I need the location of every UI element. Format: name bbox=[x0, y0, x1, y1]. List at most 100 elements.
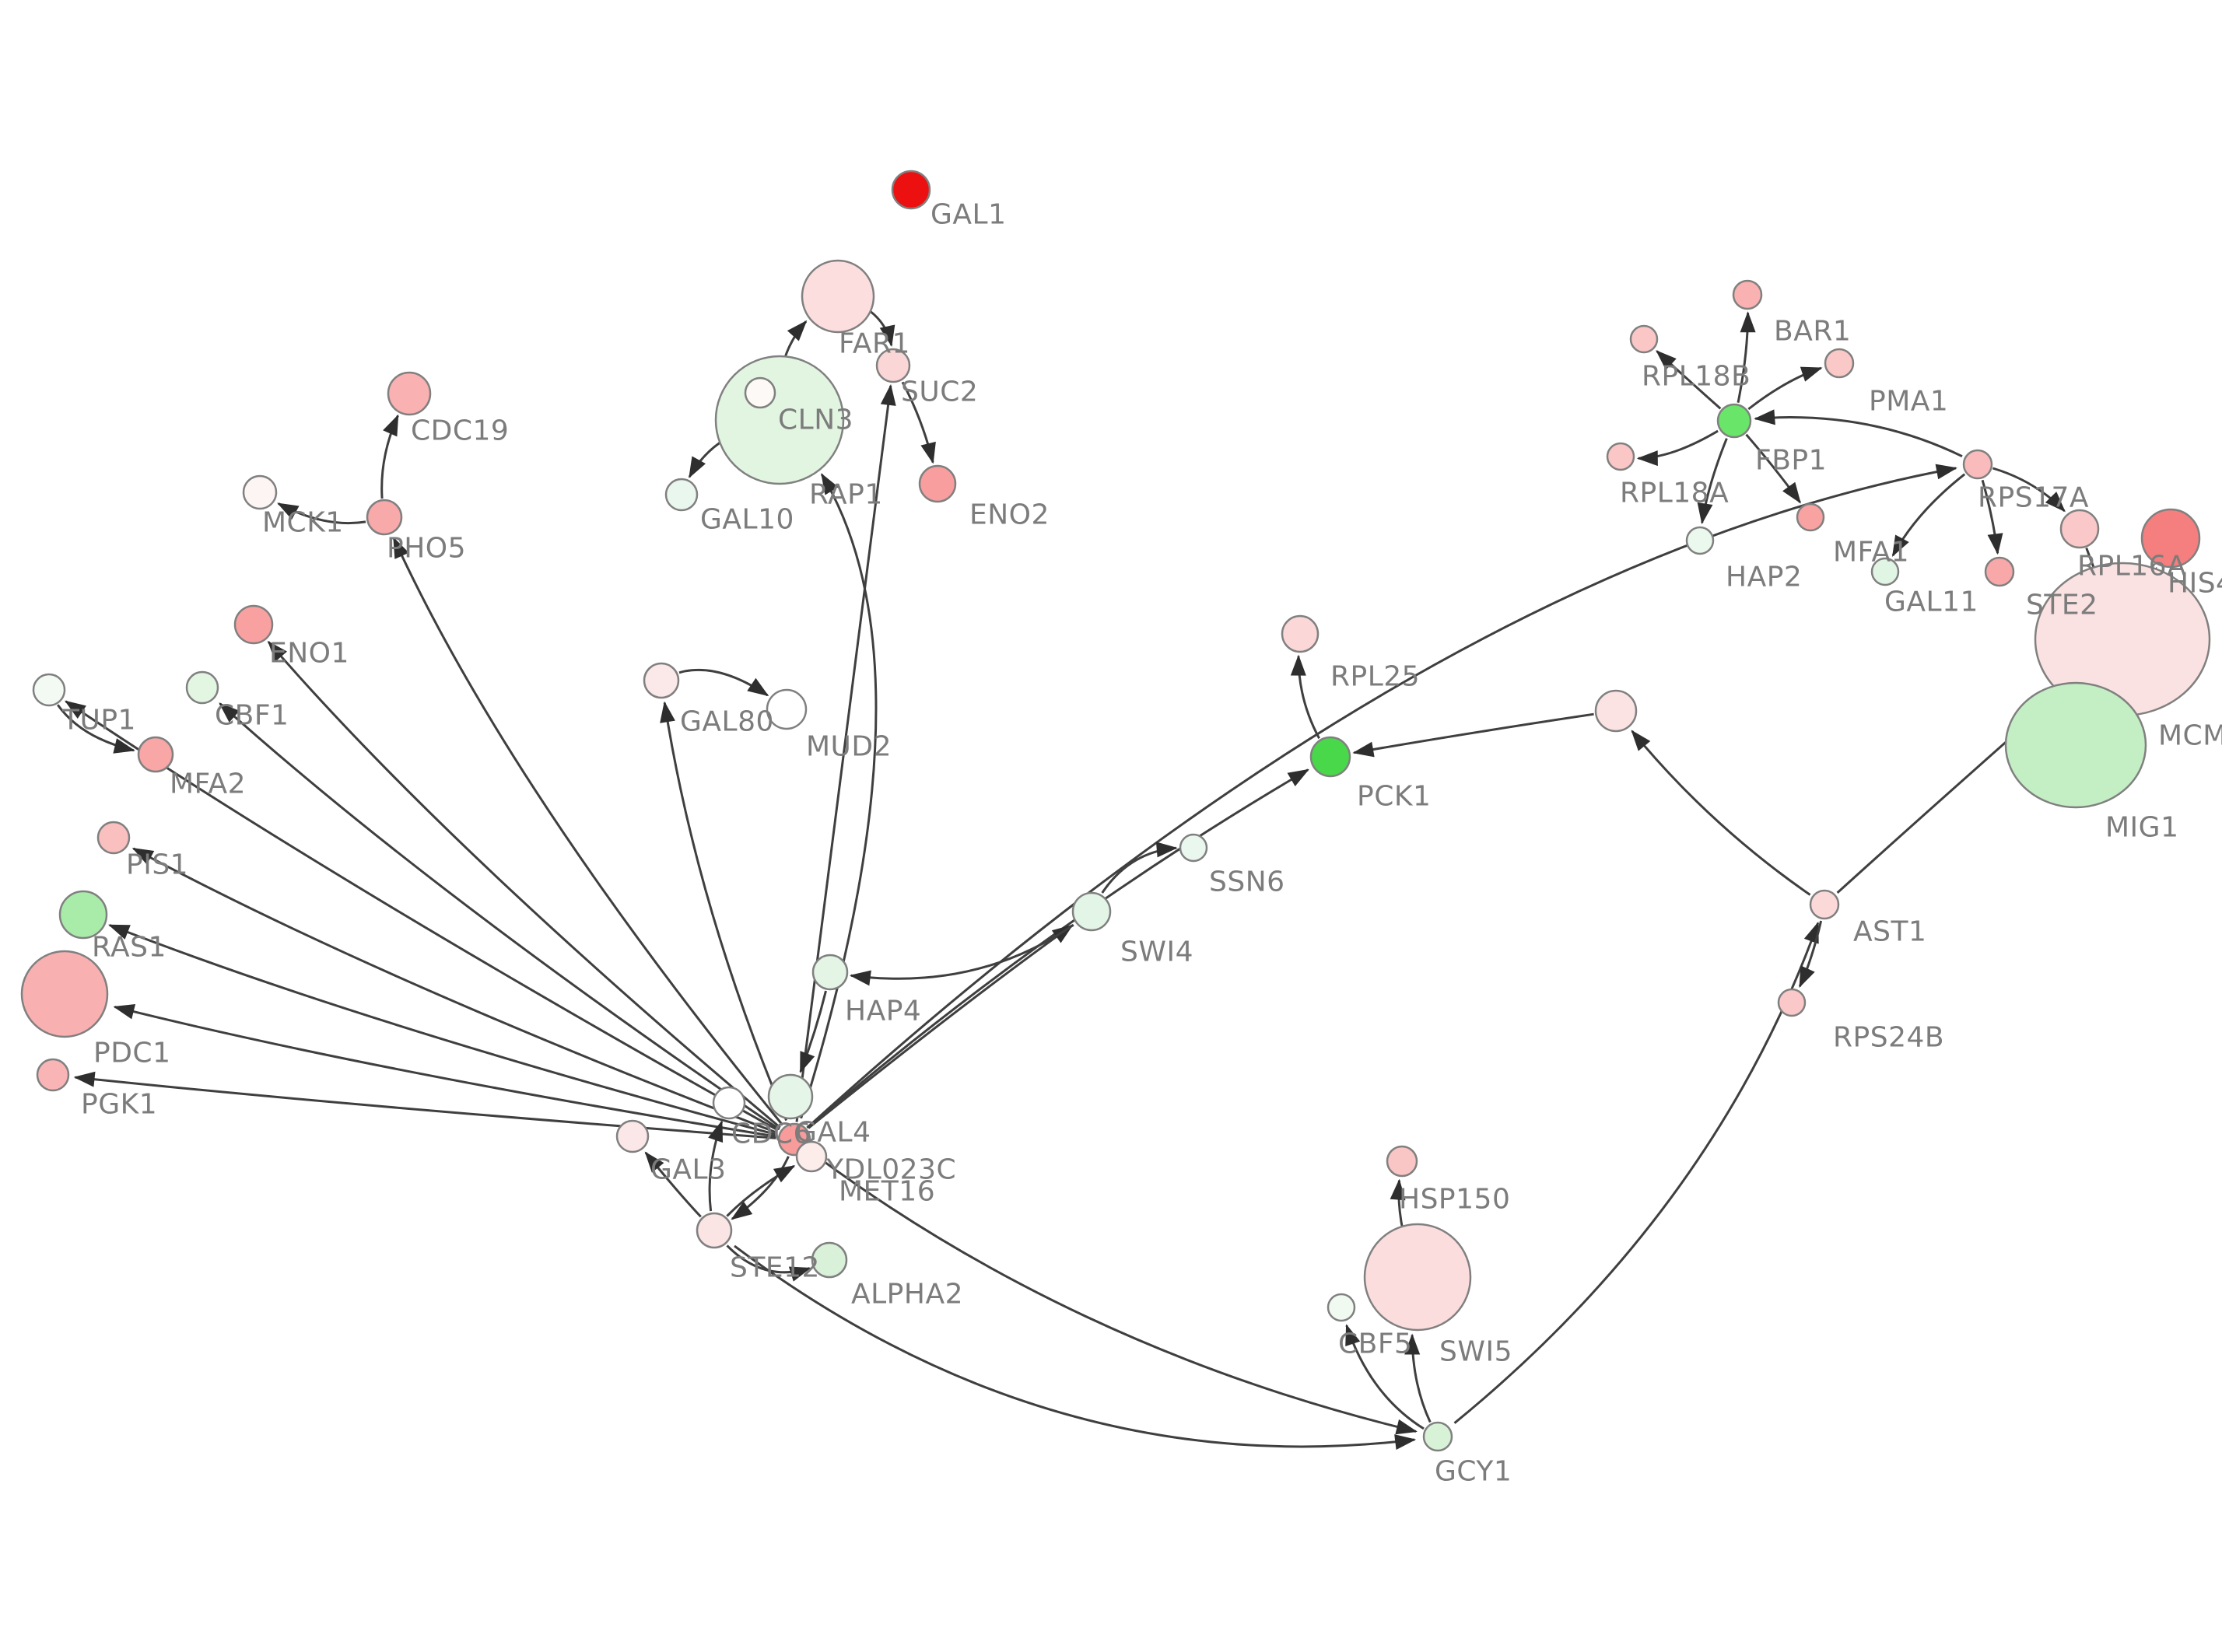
edge-swi4-hap4[interactable] bbox=[849, 923, 1074, 986]
node-cln3[interactable] bbox=[744, 376, 776, 409]
edge-fbp1-hap2[interactable] bbox=[1697, 438, 1728, 525]
node-pdc1[interactable] bbox=[20, 950, 109, 1038]
edge-ydl023c-pis1[interactable] bbox=[131, 847, 778, 1134]
edge-tup1-mfa2[interactable] bbox=[56, 704, 135, 754]
node-label-pho5: PHO5 bbox=[387, 533, 466, 565]
edge-gal80-mud2[interactable] bbox=[678, 668, 769, 697]
node-label-mig1: MIG1 bbox=[2105, 812, 2178, 844]
node-rps17a[interactable] bbox=[1962, 449, 1993, 480]
node-cdc6[interactable] bbox=[712, 1086, 746, 1120]
node-far1[interactable] bbox=[801, 259, 875, 334]
edge-rps17a-ste2[interactable] bbox=[1981, 479, 2003, 555]
node-mck1[interactable] bbox=[242, 474, 278, 510]
node-bar1[interactable] bbox=[1732, 279, 1763, 310]
node-eno2[interactable] bbox=[918, 464, 957, 503]
node-hap2[interactable] bbox=[1685, 526, 1715, 555]
node-ast1[interactable] bbox=[1809, 889, 1840, 920]
node-n33-unlabeled[interactable] bbox=[1594, 689, 1638, 733]
edge-ydl023c-gal80[interactable] bbox=[660, 701, 788, 1122]
edge-swi4-ssn6[interactable] bbox=[1101, 842, 1178, 894]
node-rpl18a[interactable] bbox=[1606, 442, 1635, 471]
edge-ydl023c-rps17a[interactable] bbox=[806, 464, 1957, 1129]
edge-pck1-rpl25[interactable] bbox=[1290, 654, 1320, 740]
node-eno1[interactable] bbox=[233, 604, 274, 645]
node-gal4[interactable] bbox=[767, 1073, 814, 1120]
edge-ydl023c-tup1[interactable] bbox=[64, 700, 776, 1130]
edge-rps17a-rpl16a[interactable] bbox=[1992, 467, 2066, 513]
edge-ydl023c-cbf1[interactable] bbox=[219, 702, 780, 1131]
edge-ydl023c-gcy1[interactable] bbox=[810, 1151, 1418, 1435]
edge-ydl023c-ras1[interactable] bbox=[108, 924, 777, 1136]
node-gcy1[interactable] bbox=[1422, 1421, 1453, 1452]
edge-gcy1-swi5[interactable] bbox=[1404, 1333, 1432, 1423]
edge-ast1-rps24b[interactable] bbox=[1798, 920, 1823, 989]
edge-hap4-gal4[interactable] bbox=[799, 990, 827, 1073]
edge-ydl023c-swi4[interactable] bbox=[808, 924, 1074, 1129]
edge-rps17a-fbp1[interactable] bbox=[1754, 409, 1963, 458]
node-label-pma1: PMA1 bbox=[1869, 386, 1948, 418]
node-hap4[interactable] bbox=[811, 954, 849, 991]
edge-fbp1-mfa1[interactable] bbox=[1745, 433, 1801, 504]
node-his4[interactable] bbox=[2140, 508, 2201, 569]
edge-pho5-mck1[interactable] bbox=[277, 502, 366, 525]
node-gal1[interactable] bbox=[891, 170, 931, 210]
edge-suc2-eno2[interactable] bbox=[901, 381, 936, 464]
node-met16[interactable] bbox=[795, 1140, 828, 1173]
edge-ydl023c-suc2[interactable] bbox=[795, 383, 896, 1122]
edge-ydl023c-rap1[interactable] bbox=[800, 473, 878, 1119]
node-alpha2[interactable] bbox=[811, 1241, 848, 1279]
edge-ydl023c-eno1[interactable] bbox=[267, 640, 781, 1129]
node-mfa1[interactable] bbox=[1796, 502, 1825, 532]
node-ste2[interactable] bbox=[1984, 556, 2015, 587]
node-pck1[interactable] bbox=[1309, 736, 1351, 778]
node-pma1[interactable] bbox=[1824, 348, 1855, 379]
edge-gcy1-cbf5[interactable] bbox=[1345, 1324, 1425, 1430]
node-cbf1[interactable] bbox=[185, 670, 219, 705]
edge-ste12-met16[interactable] bbox=[726, 1164, 796, 1217]
edge-far1-suc2[interactable] bbox=[869, 310, 895, 347]
node-pho5[interactable] bbox=[366, 499, 403, 536]
edge-ste12-cdc6[interactable] bbox=[708, 1120, 724, 1212]
edge-ste12-gcy1[interactable] bbox=[734, 1244, 1417, 1450]
node-cdc19[interactable] bbox=[387, 371, 432, 416]
node-pgk1[interactable] bbox=[36, 1058, 70, 1092]
edge-fbp1-rpl18a[interactable] bbox=[1636, 429, 1719, 467]
edge-rps17a-gal11[interactable] bbox=[1891, 473, 1966, 557]
edge-ydl023c-pdc1[interactable] bbox=[113, 1003, 776, 1138]
edge-fbp1-rpl18b[interactable] bbox=[1656, 350, 1722, 410]
node-gal80[interactable] bbox=[643, 662, 680, 699]
node-cbf5[interactable] bbox=[1327, 1293, 1356, 1322]
node-ssn6[interactable] bbox=[1179, 833, 1208, 863]
edge-fbp1-pma1[interactable] bbox=[1747, 366, 1823, 411]
edge-ydl023c-ste12[interactable] bbox=[731, 1156, 790, 1220]
edge-ydl023c-pgk1[interactable] bbox=[73, 1071, 776, 1139]
edge-pho5-cdc19[interactable] bbox=[380, 414, 399, 499]
node-swi4[interactable] bbox=[1071, 891, 1112, 932]
node-mig1[interactable] bbox=[2004, 681, 2147, 809]
node-rpl18b[interactable] bbox=[1629, 324, 1659, 354]
node-hsp150[interactable] bbox=[1386, 1145, 1418, 1178]
edge-ste12-alpha2[interactable] bbox=[726, 1244, 811, 1282]
node-ras1[interactable] bbox=[58, 890, 108, 940]
node-pis1[interactable] bbox=[96, 821, 131, 855]
node-ste12[interactable] bbox=[696, 1212, 733, 1249]
node-fbp1[interactable] bbox=[1716, 403, 1752, 439]
edge-ast1-n33[interactable] bbox=[1631, 730, 1811, 896]
edge-ydl023c-pck1[interactable] bbox=[808, 768, 1309, 1128]
edge-n33-pck1[interactable] bbox=[1352, 712, 1594, 758]
node-rpl25[interactable] bbox=[1281, 614, 1320, 653]
node-rps24b[interactable] bbox=[1777, 988, 1807, 1017]
node-rpl16a[interactable] bbox=[2059, 509, 2100, 549]
node-gal11[interactable] bbox=[1870, 557, 1900, 586]
edge-fbp1-bar1[interactable] bbox=[1737, 311, 1756, 403]
node-mud2[interactable] bbox=[766, 688, 808, 730]
node-gal3[interactable] bbox=[615, 1119, 650, 1153]
node-mfa2[interactable] bbox=[137, 736, 174, 773]
node-swi5[interactable] bbox=[1363, 1223, 1472, 1332]
node-gal10[interactable] bbox=[664, 478, 699, 512]
node-suc2[interactable] bbox=[875, 348, 911, 383]
edge-ste12-gal3[interactable] bbox=[644, 1151, 702, 1218]
edge-ydl023c-pho5[interactable] bbox=[392, 537, 784, 1126]
node-tup1[interactable] bbox=[32, 673, 66, 707]
